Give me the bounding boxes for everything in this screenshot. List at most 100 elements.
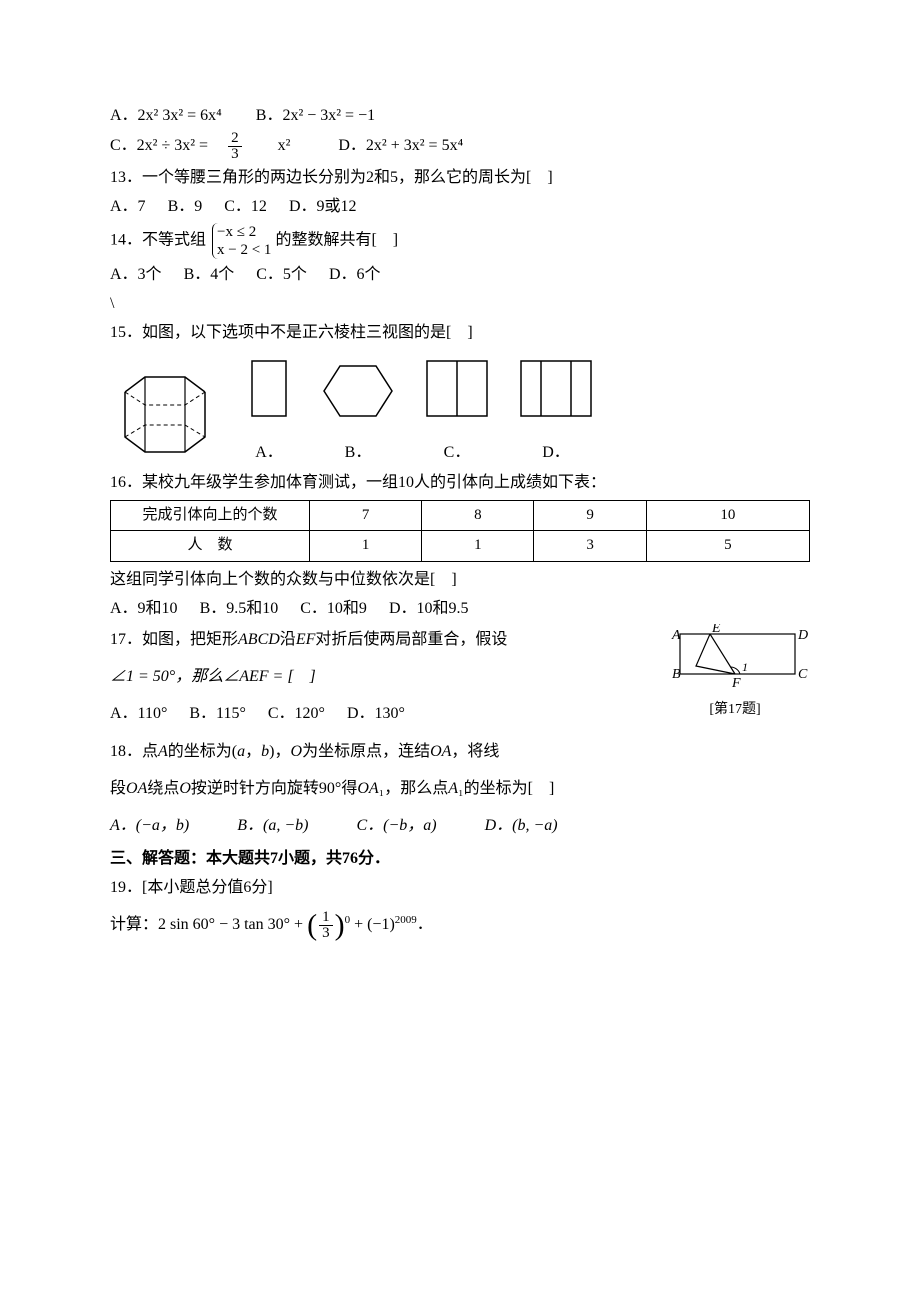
t: A [158, 743, 168, 760]
q15-opt-d: D． [516, 356, 596, 466]
q18-l2: 段OA绕点O按逆时针方向旋转90°得OA₁，那么点A₁的坐标为[ ] [110, 775, 810, 802]
q16-a: A．9和10 [110, 595, 178, 622]
q17-line1: 17．如图，把矩形ABCD沿EF对折后使两局部重合，假设 [110, 626, 646, 653]
hex-prism-icon [110, 367, 220, 457]
q19-frac: 13 [319, 910, 333, 941]
q13-a: A．7 [110, 193, 146, 220]
q19-stem: 19．[本小题总分值6分] [110, 874, 810, 901]
q18-l1: 18．点A的坐标为(a，b)，O为坐标原点，连结OA，将线 [110, 738, 810, 765]
t: 18．点 [110, 743, 158, 760]
t: ₁，那么点 [379, 780, 449, 797]
rect-icon [244, 356, 294, 426]
q16-d: D．10和9.5 [389, 595, 469, 622]
q18-opts: A．(−a，b) B．(a, −b) C．(−b，a) D．(b, −a) [110, 812, 810, 839]
q17-caption: [第17题] [660, 698, 810, 722]
q18-a: A．(−a，b) [110, 812, 207, 839]
two-rect-icon [422, 356, 492, 426]
frac-den: 3 [319, 926, 333, 941]
q16-stem: 16．某校九年级学生参加体育测试，一组10人的引体向上成绩如下表： [110, 469, 810, 496]
t: ₁的坐标为[ ] [458, 780, 554, 797]
frac-den: 3 [228, 147, 242, 162]
t: A．(−a，b) [110, 812, 189, 839]
q14-brace: −x ≤ 2 x − 2 < 1 [212, 223, 271, 259]
t: b [261, 743, 269, 760]
t: ， [245, 743, 261, 760]
hexagon-icon [318, 356, 398, 426]
q15-shapes: A． B． C． D． [110, 356, 810, 466]
q17-d: D．130° [347, 700, 405, 727]
q12-c-pre: C．2x² ÷ 3x² = [110, 132, 208, 159]
q15-a-label: A． [244, 439, 294, 466]
q17-l1c: 对折后使两局部重合，假设 [315, 631, 507, 648]
lbl-1: 1 [742, 660, 748, 674]
t: OA [126, 780, 147, 797]
q13-stem: 13．一个等腰三角形的两边长分别为2和5，那么它的周长为[ ] [110, 164, 810, 191]
q14-opts: A．3个 B．4个 C．5个 D．6个 [110, 261, 810, 288]
q15-prism [110, 367, 220, 466]
td-1: 1 [310, 531, 422, 562]
section3-title: 三、解答题：本大题共7小题，共76分． [110, 845, 810, 872]
lbl-b: B [672, 667, 681, 682]
lbl-f: F [731, 676, 741, 689]
q13-b: B．9 [168, 193, 203, 220]
q14-d: D．6个 [329, 261, 381, 288]
q15-d-label: D． [516, 439, 596, 466]
q16-b: B．9.5和10 [200, 595, 279, 622]
td-2: 1 [422, 531, 534, 562]
q13-opts: A．7 B．9 C．12 D．9或12 [110, 193, 810, 220]
td-0: 人 数 [111, 531, 310, 562]
t: 段 [110, 780, 126, 797]
q14-b: B．4个 [184, 261, 235, 288]
q16-c: C．10和9 [300, 595, 367, 622]
q15-opt-c: C． [422, 356, 492, 466]
q17-figure: A D B C E F 1 [第17题] [660, 624, 810, 722]
t: OA [430, 743, 451, 760]
q15-b-label: B． [318, 439, 398, 466]
q19-mid: + (−1) [350, 916, 395, 933]
t: O [179, 780, 191, 797]
q14-c: C．5个 [256, 261, 307, 288]
table-row: 人 数 1 1 3 5 [111, 531, 810, 562]
q12-row1: A．2x² 3x² = 6x⁴ B．2x² − 3x² = −1 [110, 102, 810, 129]
t: ，将线 [451, 743, 499, 760]
lbl-e: E [711, 624, 721, 636]
q17-a: A．110° [110, 700, 167, 727]
q14-ineq1: −x ≤ 2 [217, 223, 271, 241]
q16-post: 这组同学引体向上个数的众数与中位数依次是[ ] [110, 566, 810, 593]
q12-c-frac: 23 [228, 131, 260, 162]
q12-opt-a: A．2x² 3x² = 6x⁴ [110, 102, 222, 129]
t: OA [357, 780, 378, 797]
t: 的坐标为( [168, 743, 237, 760]
q14-slash: \ [110, 290, 810, 317]
q15-opt-a: A． [244, 356, 294, 466]
q16-table: 完成引体向上的个数 7 8 9 10 人 数 1 1 3 5 [110, 500, 810, 562]
td-3: 3 [534, 531, 646, 562]
frac-num: 2 [228, 131, 242, 147]
q19-exp2009: 2009 [395, 913, 417, 925]
q19-pre: 计算：2 sin 60° − 3 tan 30° + [110, 916, 307, 933]
q19-calc: 计算：2 sin 60° − 3 tan 30° + (13)0 + (−1)2… [110, 910, 810, 941]
q15-opt-b: B． [318, 356, 398, 466]
q17-c: C．120° [268, 700, 325, 727]
q14-ineq2: x − 2 < 1 [217, 241, 271, 259]
q17-b: B．115° [189, 700, 245, 727]
t: B．(a, −b) [237, 812, 308, 839]
q12-opt-d: D．2x² + 3x² = 5x⁴ [338, 132, 463, 159]
q12-row2: C．2x² ÷ 3x² = 23 x² D．2x² + 3x² = 5x⁴ [110, 131, 810, 162]
q16-opts: A．9和10 B．9.5和10 C．10和9 D．10和9.5 [110, 595, 810, 622]
frac-num: 1 [319, 910, 333, 926]
t: O [291, 743, 303, 760]
q12-c-post: x² [278, 132, 291, 159]
q12-opt-c: C．2x² ÷ 3x² = 23 x² [110, 131, 308, 162]
q17: 17．如图，把矩形ABCD沿EF对折后使两局部重合，假设 ∠1 = 50°，那么… [110, 624, 810, 730]
th-1: 7 [310, 500, 422, 531]
lbl-d: D [797, 628, 808, 643]
q13-d: D．9或12 [289, 193, 357, 220]
q15-c-label: C． [422, 439, 492, 466]
t: D．(b, −a) [485, 812, 558, 839]
t: a [237, 743, 245, 760]
q15-stem: 15．如图，以下选项中不是正六棱柱三视图的是[ ] [110, 319, 810, 346]
lbl-a: A [671, 628, 681, 643]
q17-ef: EF [296, 631, 316, 648]
q14-post: 的整数解共有[ ] [275, 231, 398, 248]
